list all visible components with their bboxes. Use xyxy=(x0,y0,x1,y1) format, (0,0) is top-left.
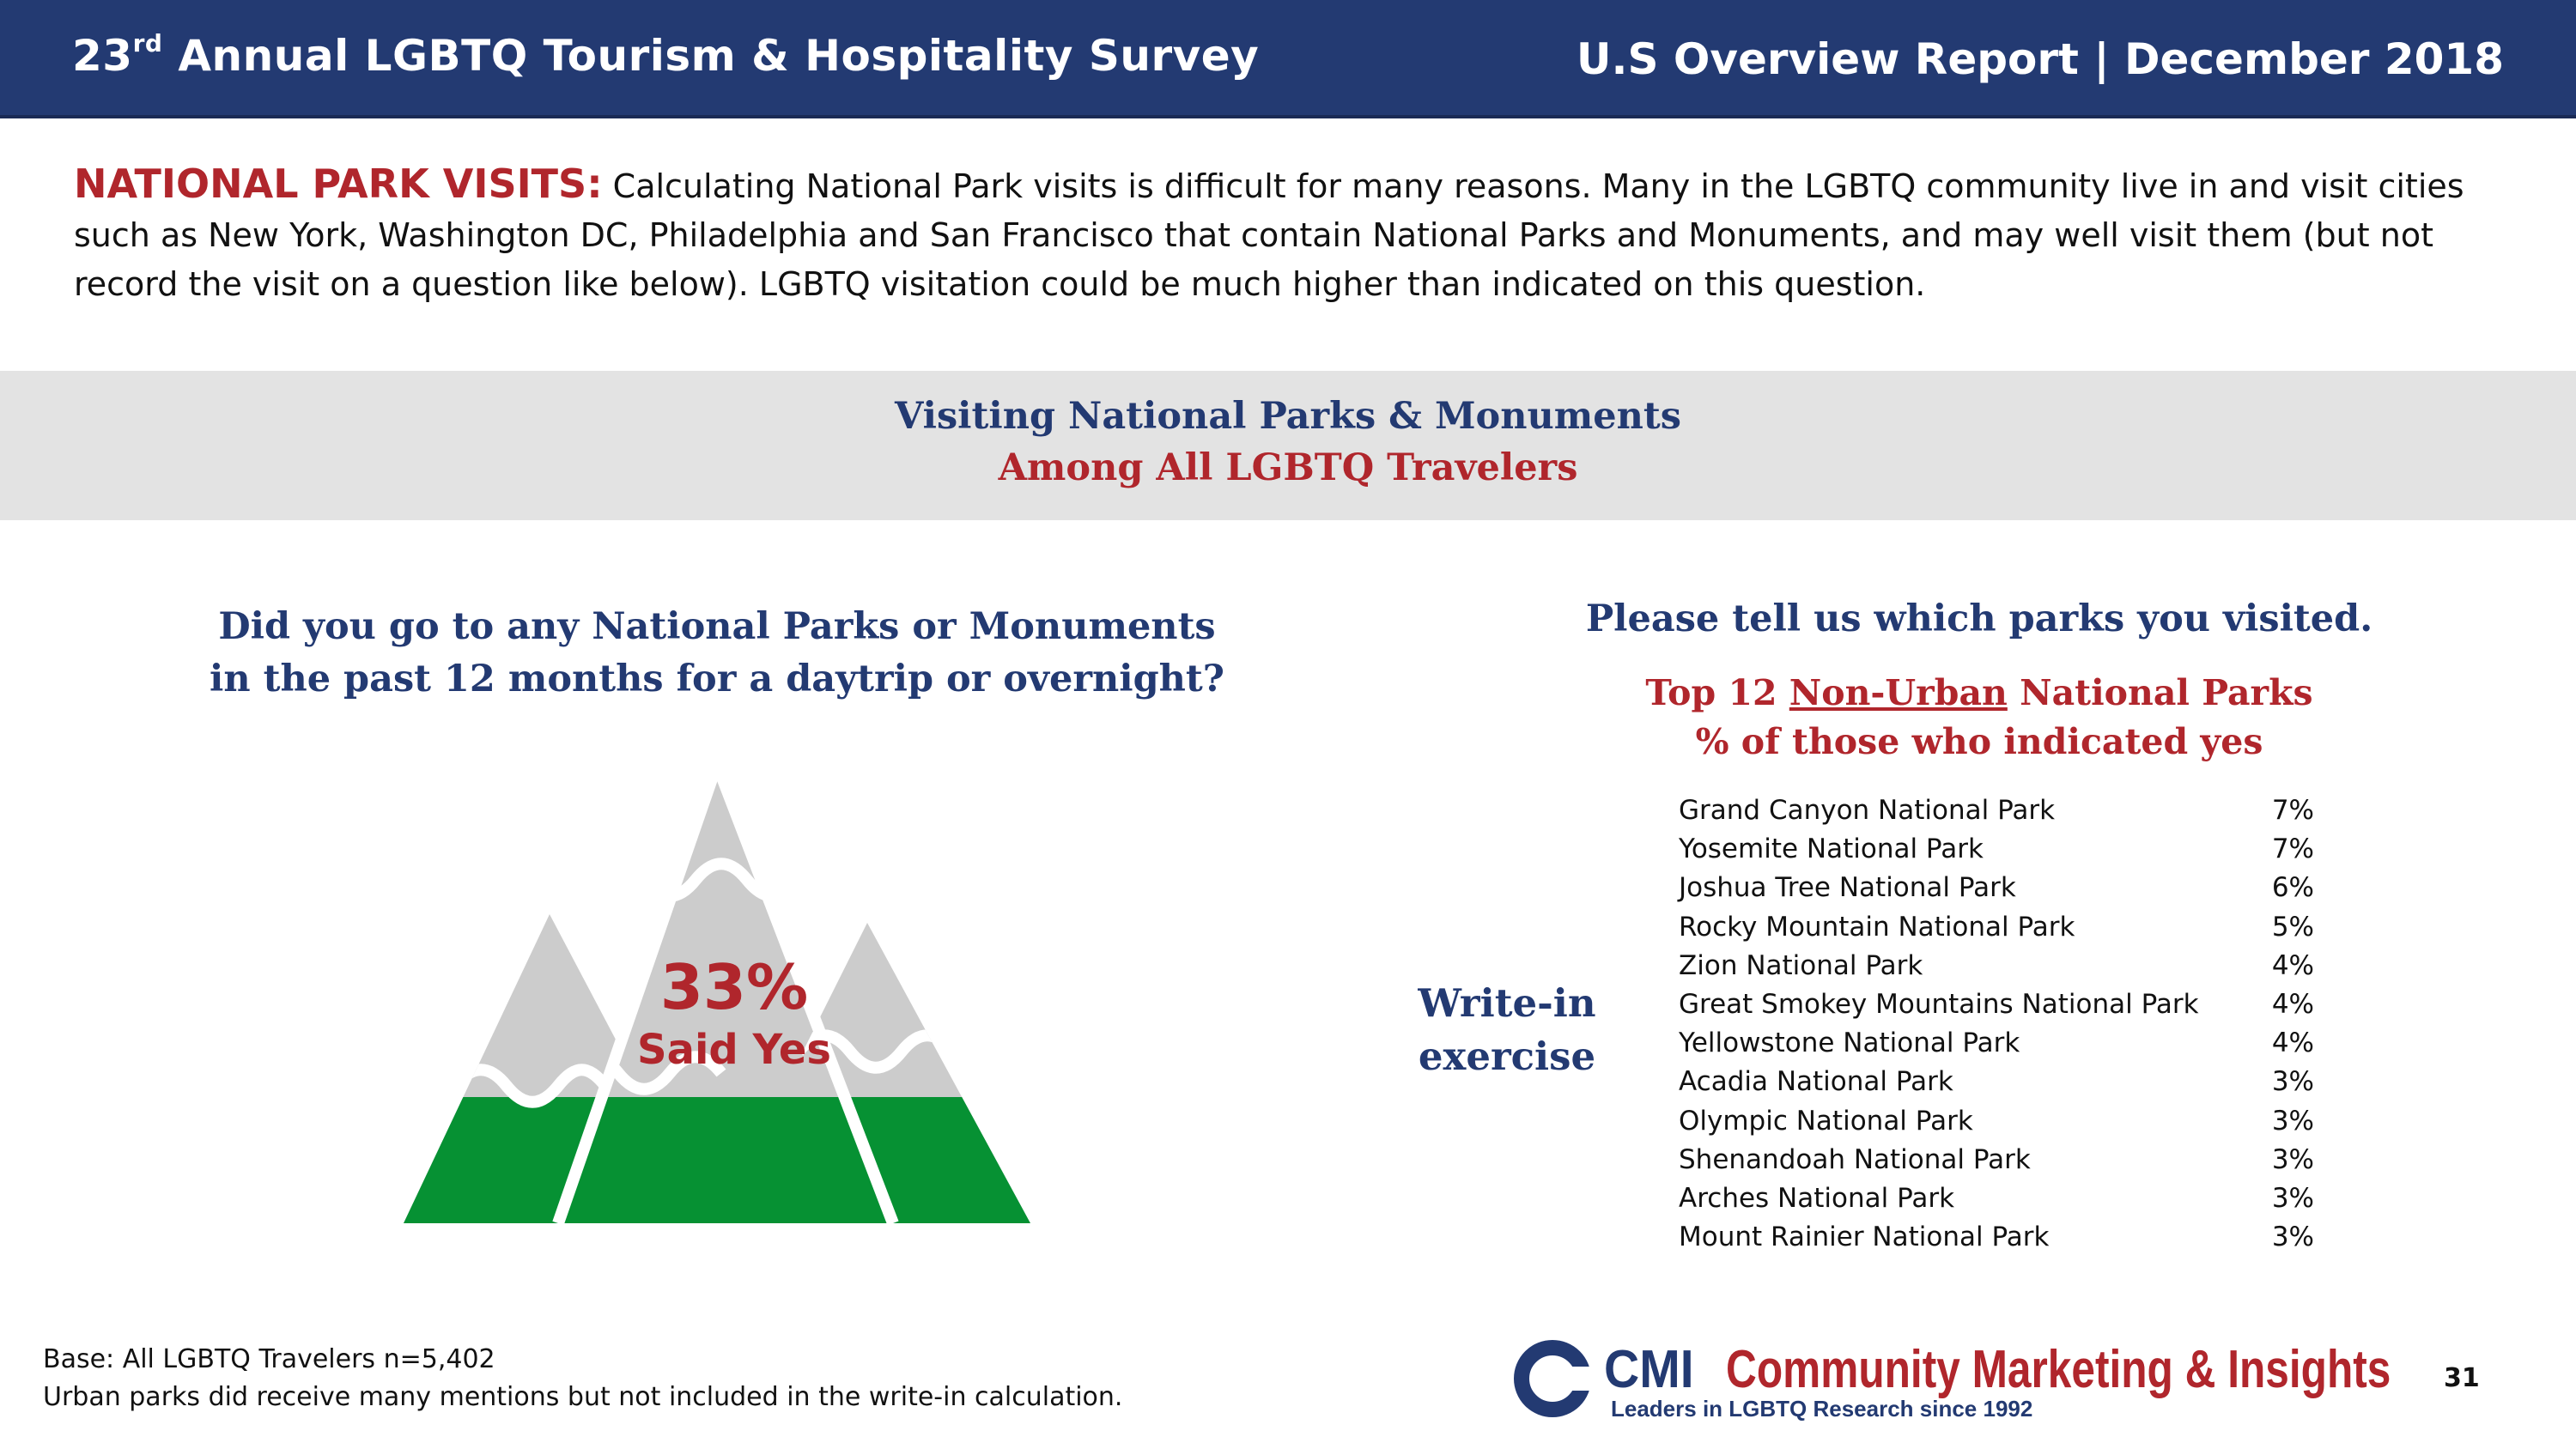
park-row: Great Smokey Mountains National Park 4% xyxy=(1679,989,2331,1028)
left-question: Did you go to any National Parks or Monu… xyxy=(197,601,1236,706)
left-question-line1: Did you go to any National Parks or Monu… xyxy=(218,605,1216,648)
writein-label: Write-in exercise xyxy=(1391,977,1623,1083)
parks-title-underline: Non-Urban xyxy=(1789,672,2008,713)
parks-title-post: National Parks xyxy=(2007,672,2313,713)
park-percent: 4% xyxy=(2271,988,2314,1020)
logo-cmi: CMI xyxy=(1604,1340,1694,1399)
park-percent: 3% xyxy=(2271,1105,2314,1137)
park-percent: 3% xyxy=(2271,1182,2314,1214)
right-question: Please tell us which parks you visited. xyxy=(1585,597,2373,640)
park-row: Mount Rainier National Park 3% xyxy=(1679,1222,2331,1260)
logo-tagline: Leaders in LGBTQ Research since 1992 xyxy=(1611,1396,2033,1422)
title-ordinal: rd xyxy=(132,29,163,58)
park-name: Yellowstone National Park xyxy=(1679,1028,2020,1059)
section-band: Visiting National Parks & Monuments Amon… xyxy=(0,371,2576,520)
park-name: Zion National Park xyxy=(1679,949,1923,981)
park-percent: 3% xyxy=(2271,1222,2314,1253)
section-subtitle: Among All LGBTQ Travelers xyxy=(998,446,1578,489)
title-text: Annual LGBTQ Tourism & Hospitality Surve… xyxy=(162,31,1260,81)
park-row: Olympic National Park 3% xyxy=(1679,1106,2331,1144)
writein-line1: Write-in xyxy=(1418,980,1596,1026)
park-name: Olympic National Park xyxy=(1679,1105,1973,1137)
park-name: Shenandoah National Park xyxy=(1679,1143,2031,1175)
parks-title-pre: Top 12 xyxy=(1645,672,1789,713)
header-bar: 23rd Annual LGBTQ Tourism & Hospitality … xyxy=(0,0,2576,118)
park-row: Yosemite National Park 7% xyxy=(1679,834,2331,872)
park-name: Yosemite National Park xyxy=(1679,834,1984,865)
park-row: Grand Canyon National Park 7% xyxy=(1679,795,2331,834)
result-label: Said Yes xyxy=(637,1026,831,1074)
intro-text: Calculating National Park visits is diff… xyxy=(74,167,2464,303)
park-name: Arches National Park xyxy=(1679,1182,1955,1214)
park-percent: 3% xyxy=(2271,1066,2314,1098)
park-name: Great Smokey Mountains National Park xyxy=(1679,988,2199,1020)
parks-list-subtitle: % of those who indicated yes xyxy=(1695,721,2263,762)
park-row: Zion National Park 4% xyxy=(1679,950,2331,989)
urban-note: Urban parks did receive many mentions bu… xyxy=(43,1382,1123,1412)
park-row: Joshua Tree National Park 6% xyxy=(1679,872,2331,911)
park-percent: 7% xyxy=(2271,834,2314,865)
park-percent: 6% xyxy=(2271,872,2314,904)
survey-title: 23rd Annual LGBTQ Tourism & Hospitality … xyxy=(72,29,1260,81)
park-percent: 4% xyxy=(2271,1028,2314,1059)
park-percent: 5% xyxy=(2271,911,2314,943)
cmi-logo-icon xyxy=(1514,1340,1594,1417)
park-row: Arches National Park 3% xyxy=(1679,1183,2331,1222)
park-row: Rocky Mountain National Park 5% xyxy=(1679,912,2331,950)
left-question-line2: in the past 12 months for a daytrip or o… xyxy=(210,658,1224,700)
park-name: Mount Rainier National Park xyxy=(1679,1222,2050,1253)
park-name: Rocky Mountain National Park xyxy=(1679,911,2075,943)
intro-label: NATIONAL PARK VISITS: xyxy=(74,161,603,207)
park-row: Acadia National Park 3% xyxy=(1679,1066,2331,1105)
writein-line2: exercise xyxy=(1418,1034,1596,1079)
section-title: Visiting National Parks & Monuments xyxy=(895,395,1681,438)
title-number: 23 xyxy=(72,31,133,81)
park-row: Shenandoah National Park 3% xyxy=(1679,1144,2331,1183)
park-name: Grand Canyon National Park xyxy=(1679,795,2056,826)
mountain-icon xyxy=(404,761,1030,1226)
park-percent: 3% xyxy=(2271,1143,2314,1175)
parks-list-title: Top 12 Non-Urban National Parks xyxy=(1597,672,2361,713)
park-percent: 4% xyxy=(2271,949,2314,981)
result-percent: 33% xyxy=(659,951,809,1023)
report-label: U.S Overview Report | December 2018 xyxy=(1576,34,2504,84)
park-name: Joshua Tree National Park xyxy=(1679,872,2016,904)
base-note: Base: All LGBTQ Travelers n=5,402 xyxy=(43,1344,495,1374)
park-row: Yellowstone National Park 4% xyxy=(1679,1028,2331,1066)
park-name: Acadia National Park xyxy=(1679,1066,1953,1098)
footnotes: Base: All LGBTQ Travelers n=5,402 Urban … xyxy=(43,1341,1245,1416)
park-percent: 7% xyxy=(2271,795,2314,826)
intro-paragraph: NATIONAL PARK VISITS: Calculating Nation… xyxy=(74,160,2478,309)
logo-company-name: Community Marketing & Insights xyxy=(1726,1340,2391,1399)
page-number: 31 xyxy=(2444,1363,2480,1393)
parks-list: Grand Canyon National Park 7% Yosemite Nat… xyxy=(1679,795,2331,1260)
